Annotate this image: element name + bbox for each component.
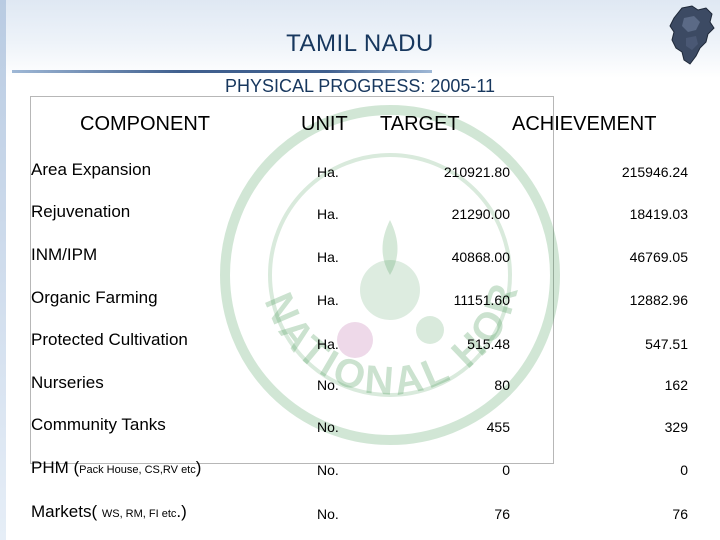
cell-target: 76 <box>494 506 510 522</box>
table-row: Rejuvenation Ha. 21290.00 18419.03 <box>0 202 720 232</box>
cell-achievement: 46769.05 <box>629 249 688 265</box>
cell-achievement: 18419.03 <box>629 206 688 222</box>
cell-component: Organic Farming <box>31 288 158 307</box>
cell-component: Area Expansion <box>31 160 152 179</box>
cell-achievement: 329 <box>664 419 688 435</box>
cell-component: Nurseries <box>31 373 104 392</box>
header-band <box>0 0 720 78</box>
nhm-emblem-watermark: NATIONAL HORTICULTURE MISSION <box>205 100 560 445</box>
table-row: Markets( WS, RM, FI etc.) No. 76 76 <box>0 502 720 532</box>
cell-component: Protected Cultivation <box>31 330 188 349</box>
cell-component: PHM (Pack House, CS,RV etc) <box>31 458 202 477</box>
cell-target: 210921.80 <box>443 164 510 180</box>
cell-achievement: 547.51 <box>645 336 688 352</box>
cell-unit: No. <box>317 419 339 435</box>
cell-achievement: 215946.24 <box>621 164 688 180</box>
cell-achievement: 162 <box>664 377 688 393</box>
cell-component: Rejuvenation <box>31 202 131 221</box>
slide-title: TAMIL NADU <box>286 30 434 57</box>
cell-target: 40868.00 <box>451 249 510 265</box>
cell-unit: Ha. <box>317 206 339 222</box>
cell-unit: Ha. <box>317 292 339 308</box>
cell-unit: Ha. <box>317 164 339 180</box>
cell-achievement: 76 <box>672 506 688 522</box>
table-row: INM/IPM Ha. 40868.00 46769.05 <box>0 245 720 275</box>
table-row: PHM (Pack House, CS,RV etc) No. 0 0 <box>0 458 720 488</box>
cell-target: 11151.60 <box>453 292 510 308</box>
cell-component: INM/IPM <box>31 245 98 264</box>
cell-component: Markets( WS, RM, FI etc.) <box>31 502 187 521</box>
table-row: Protected Cultivation Ha. 515.48 547.51 <box>0 330 720 360</box>
slide-subtitle: PHYSICAL PROGRESS: 2005-11 <box>224 76 496 96</box>
cell-unit: No. <box>317 506 339 522</box>
cell-target: 455 <box>486 419 510 435</box>
table-row: Organic Farming Ha. 11151.60 12882.96 <box>0 288 720 318</box>
header-unit: UNIT <box>301 113 348 135</box>
table-row: Community Tanks No. 455 329 <box>0 415 720 445</box>
cell-unit: No. <box>317 377 339 393</box>
cell-target: 21290.00 <box>451 206 510 222</box>
header-target: TARGET <box>380 113 460 135</box>
header-achievement: ACHIEVEMENT <box>512 113 657 135</box>
cell-achievement: 0 <box>680 462 688 478</box>
cell-unit: Ha. <box>317 336 339 352</box>
table-row: Nurseries No. 80 162 <box>0 373 720 403</box>
left-accent-bar <box>0 0 6 540</box>
title-underline <box>12 70 432 73</box>
cell-target: 0 <box>502 462 510 478</box>
cell-unit: Ha. <box>317 249 339 265</box>
header-component: COMPONENT <box>80 113 210 135</box>
cell-achievement: 12882.96 <box>629 292 688 308</box>
cell-component: Community Tanks <box>31 415 166 434</box>
cell-target: 515.48 <box>467 336 510 352</box>
cell-target: 80 <box>494 377 510 393</box>
table-panel <box>30 96 554 464</box>
cell-unit: No. <box>317 462 339 478</box>
tamil-nadu-map-icon <box>669 5 715 65</box>
table-row: Area Expansion Ha. 210921.80 215946.24 <box>0 160 720 190</box>
